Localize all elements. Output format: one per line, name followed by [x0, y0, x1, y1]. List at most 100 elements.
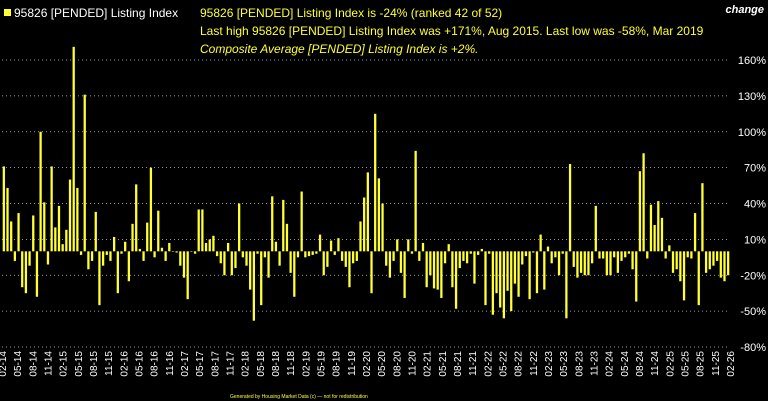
x-tick-label: 02-22: [483, 351, 494, 377]
bar: [451, 251, 454, 288]
bar: [146, 222, 149, 252]
bar: [351, 251, 355, 264]
bar: [557, 251, 561, 276]
x-tick-label: 11-18: [286, 351, 297, 376]
bar: [727, 251, 730, 276]
legend-label: 95826 [PENDED] Listing Index: [14, 6, 178, 20]
bar: [168, 242, 171, 252]
bar: [90, 251, 94, 261]
bar: [318, 234, 322, 252]
bar: [649, 204, 653, 252]
bar: [79, 251, 83, 255]
bar: [208, 239, 211, 252]
bar: [587, 251, 590, 276]
x-tick-label: 11-17: [226, 351, 237, 376]
bar: [186, 251, 189, 300]
bar: [414, 150, 417, 252]
x-tick-label: 08-16: [150, 351, 161, 377]
bar: [289, 251, 292, 273]
bar: [105, 251, 108, 255]
bar: [590, 251, 594, 264]
bar: [65, 229, 68, 252]
bar: [616, 251, 619, 273]
bar: [366, 172, 369, 252]
bar: [363, 197, 366, 252]
x-tick-label: 02-17: [180, 351, 191, 377]
x-tick-label: 08-21: [453, 351, 464, 377]
bar: [532, 251, 535, 253]
bar: [701, 183, 704, 252]
bar: [403, 251, 406, 298]
bar: [602, 251, 605, 259]
bar: [241, 251, 244, 258]
bar: [723, 251, 726, 282]
bar: [337, 238, 340, 252]
x-tick-label: 02-25: [665, 351, 676, 377]
bar: [638, 171, 642, 252]
x-tick-label: 11-14: [44, 351, 55, 376]
bar: [690, 251, 693, 259]
y-tick-label: 70%: [744, 163, 766, 175]
bar: [256, 251, 259, 254]
x-tick-label: 02-26: [726, 351, 737, 377]
x-tick-label: 02-18: [241, 351, 252, 377]
bar: [197, 209, 200, 252]
x-tick-label: 05-22: [499, 351, 510, 377]
x-tick-label: 08-23: [574, 351, 585, 377]
bar: [646, 251, 649, 259]
bar: [24, 251, 28, 294]
bar: [28, 251, 31, 266]
bar: [307, 251, 311, 257]
x-tick-label: 05-17: [195, 351, 206, 377]
bar: [480, 248, 483, 252]
bar: [392, 251, 395, 261]
bar: [226, 242, 230, 252]
y-tick-label: -80%: [740, 342, 766, 354]
x-tick-label: 08-19: [332, 351, 343, 377]
bar: [396, 239, 399, 252]
bar: [32, 215, 35, 252]
bars: [2, 46, 730, 321]
bar: [333, 251, 336, 255]
bar: [488, 251, 491, 254]
bar: [83, 94, 86, 252]
bar: [87, 251, 90, 270]
bar: [355, 251, 358, 261]
bar: [101, 251, 105, 266]
bar: [348, 251, 351, 288]
bar: [469, 251, 472, 254]
bar: [686, 251, 689, 258]
bar: [72, 46, 75, 252]
bar: [43, 202, 46, 252]
x-tick-label: 02-15: [59, 351, 70, 377]
bar: [510, 251, 513, 312]
bar: [385, 251, 388, 266]
bar: [142, 251, 145, 261]
x-tick-label: 11-21: [468, 351, 479, 376]
bar: [179, 251, 182, 266]
bar: [664, 251, 667, 259]
bar: [238, 203, 241, 252]
headline: 95826 [PENDED] Listing Index is -24% (ra…: [200, 6, 502, 20]
bar: [68, 179, 72, 252]
bar: [39, 131, 42, 252]
y-axis-ticks: 160% 130% 100% 70% 40% 10% -20% -50% -80%: [738, 55, 766, 354]
bar: [157, 210, 160, 252]
x-tick-label: 02-24: [605, 351, 616, 377]
bar: [429, 251, 432, 276]
bar: [477, 251, 480, 255]
bar: [344, 251, 347, 267]
bar: [454, 251, 458, 309]
x-tick-label: 02-20: [362, 351, 373, 377]
bar: [35, 251, 39, 297]
x-tick-label: 08-24: [635, 351, 646, 377]
bar: [164, 251, 167, 261]
bar: [594, 205, 597, 252]
y-tick-label: -50%: [740, 306, 766, 318]
bar: [668, 245, 671, 252]
x-tick-label: 02-23: [544, 351, 555, 377]
bar: [425, 251, 428, 288]
bar: [484, 251, 487, 306]
bar: [304, 251, 307, 258]
